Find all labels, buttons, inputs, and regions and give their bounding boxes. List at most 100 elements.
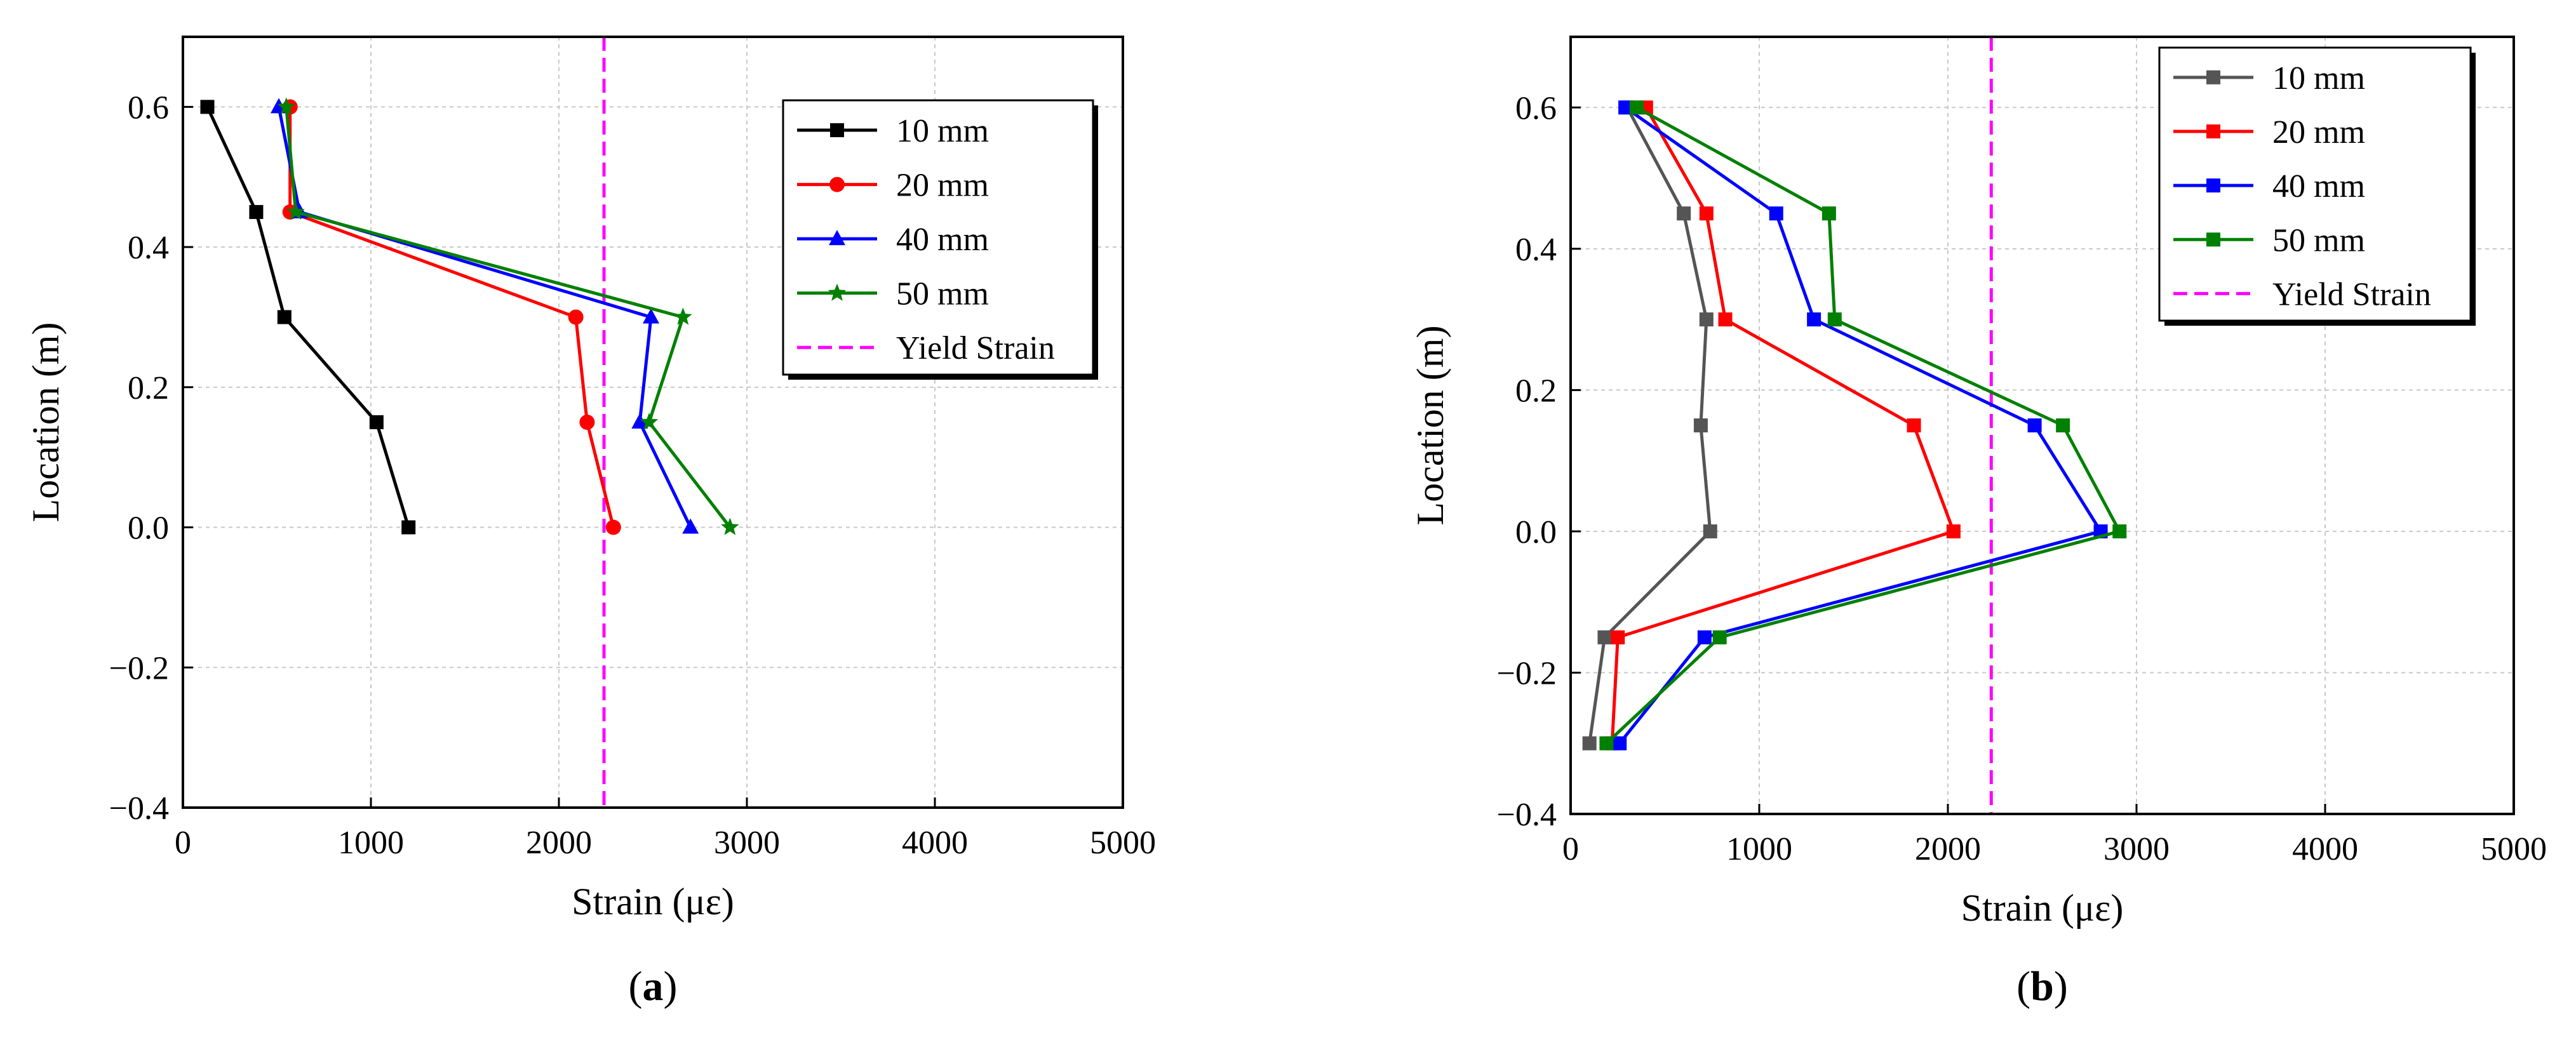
data-point — [643, 308, 660, 324]
legend-item: 10 mm — [2173, 60, 2365, 97]
data-point — [1718, 312, 1733, 327]
data-point — [1582, 736, 1597, 750]
legend-label: 20 mm — [2272, 114, 2365, 150]
data-point — [1821, 206, 1836, 221]
data-point — [1712, 630, 1727, 644]
data-point — [721, 517, 739, 535]
data-point — [568, 309, 584, 325]
x-tick-label: 1000 — [1726, 831, 1792, 867]
legend: 10 mm 20 mm 40 mm 50 mm Yield Strain — [2158, 46, 2476, 326]
legend-marker — [829, 177, 845, 192]
y-tick-label: −0.4 — [109, 790, 169, 827]
panel-label-letter: b — [2030, 963, 2054, 1010]
data-point — [605, 519, 621, 535]
data-point — [1629, 100, 1644, 115]
x-tick-label: 3000 — [2103, 831, 2170, 867]
panel-label-close: ) — [2054, 963, 2068, 1010]
chart-a: 0 1000 2000 3000 4000 5000 −0.4 −0.2 0.0 0.2 0.4 0.… — [25, 36, 1156, 1010]
y-tick-label: 0.6 — [128, 90, 169, 126]
series-40-mm — [1613, 100, 2108, 750]
data-point — [579, 415, 595, 430]
legend-item: 10 mm — [797, 113, 989, 149]
y-tick-label: 0.2 — [128, 370, 169, 406]
data-point — [2112, 524, 2127, 538]
legend-label: 50 mm — [896, 276, 989, 312]
data-point — [1807, 312, 1821, 327]
legend-marker — [2206, 70, 2220, 84]
panel-label-letter: a — [643, 963, 664, 1010]
panel-label: (a) — [629, 963, 678, 1010]
series-10-mm — [200, 100, 416, 535]
legend-item: 50 mm — [797, 276, 989, 312]
legend-marker — [2206, 232, 2220, 247]
data-point — [1697, 630, 1712, 644]
legend-marker — [830, 123, 844, 138]
data-point — [401, 520, 416, 535]
legend: 10 mm 20 mm 40 mm 50 mm Yield Strain — [782, 99, 1098, 380]
x-tick-label: 2000 — [526, 825, 592, 861]
legend-label: 40 mm — [896, 222, 989, 258]
legend-item: 20 mm — [797, 168, 989, 204]
y-axis-label: Location (m) — [25, 323, 67, 523]
x-axis-label: Strain (με) — [1961, 887, 2124, 929]
legend-marker — [829, 230, 845, 246]
data-point — [640, 413, 659, 430]
data-point — [1693, 418, 1708, 432]
legend-item: 50 mm — [2173, 222, 2365, 258]
legend-label: 10 mm — [896, 113, 989, 149]
grid — [183, 37, 1123, 808]
x-axis-label: Strain (με) — [572, 881, 734, 923]
x-tick-label: 3000 — [714, 825, 780, 861]
x-tick-label: 4000 — [902, 825, 968, 861]
x-tick-label: 0 — [175, 825, 191, 861]
data-point — [1907, 418, 1921, 432]
y-tick-label: 0.2 — [1515, 373, 1557, 409]
data-point — [1611, 630, 1625, 644]
data-point — [369, 415, 384, 429]
legend-label: 10 mm — [2272, 60, 2365, 97]
data-point — [1599, 736, 1614, 750]
data-point — [200, 100, 215, 114]
plot-frame — [182, 36, 1124, 809]
x-tick-label: 2000 — [1915, 831, 1981, 867]
data-point — [1597, 630, 1612, 644]
data-point — [1677, 206, 1691, 221]
data-point — [277, 310, 292, 324]
data-point — [2056, 418, 2070, 432]
data-point — [631, 413, 648, 429]
legend-item: 40 mm — [797, 222, 989, 258]
panel-label: (b) — [2016, 963, 2068, 1010]
legend-label: 50 mm — [2272, 222, 2365, 258]
data-point — [682, 518, 699, 534]
legend-box — [2158, 46, 2472, 322]
legend-item: Yield Strain — [2173, 276, 2431, 312]
data-point — [1769, 206, 1783, 221]
data-point — [1699, 206, 1714, 221]
legend-item: 40 mm — [2173, 168, 2365, 204]
y-tick-label: 0.0 — [128, 510, 169, 547]
panel-label-close: ) — [664, 963, 678, 1010]
data-point — [286, 202, 305, 220]
plot-frame — [1569, 36, 2515, 815]
series-50-mm — [277, 97, 739, 535]
series-50-mm — [1599, 100, 2127, 750]
data-point — [1827, 312, 1842, 327]
y-tick-label: 0.0 — [1515, 514, 1557, 550]
y-tick-label: −0.4 — [1497, 797, 1557, 833]
x-tick-label: 4000 — [2292, 831, 2358, 867]
x-tick-label: 5000 — [2481, 831, 2547, 867]
legend-label: 40 mm — [2272, 168, 2365, 204]
panel-label-open: ( — [2016, 963, 2030, 1010]
legend-label: Yield Strain — [2272, 276, 2431, 312]
chart-b: 0 1000 2000 3000 4000 5000 −0.4 −0.2 0.0 0.2 0.4 0.… — [1409, 36, 2547, 1010]
y-tick-label: 0.6 — [1515, 90, 1557, 126]
y-axis-label: Location (m) — [1409, 326, 1451, 526]
data-point — [277, 97, 296, 115]
legend-item: 20 mm — [2173, 114, 2365, 150]
data-point — [674, 307, 692, 325]
data-point — [1618, 100, 1633, 115]
legend-marker — [828, 283, 847, 301]
y-tick-label: 0.4 — [1515, 232, 1557, 268]
y-tick-label: −0.2 — [109, 650, 169, 686]
